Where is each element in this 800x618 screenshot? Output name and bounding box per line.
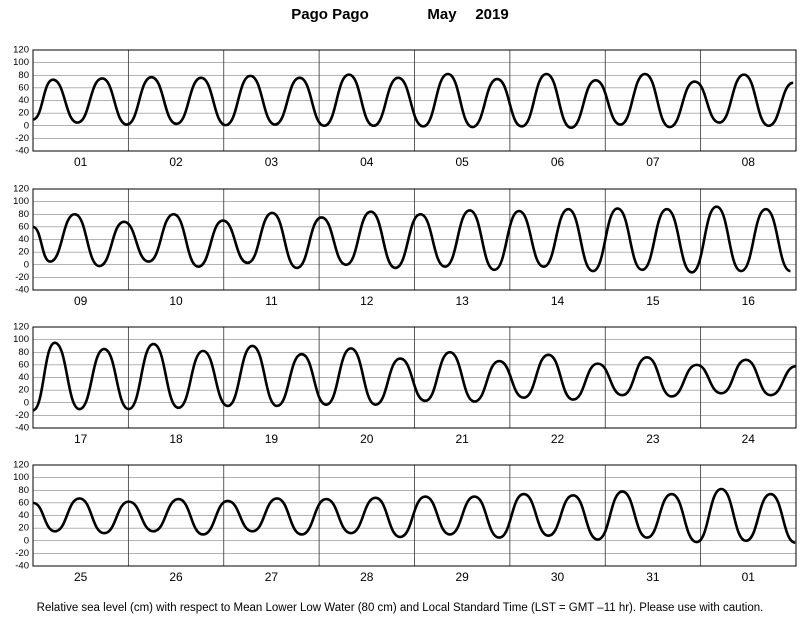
day-label: 27 (265, 570, 279, 584)
y-tick-label: -20 (15, 410, 29, 421)
day-label: 17 (74, 432, 88, 446)
day-label: 23 (646, 432, 660, 446)
day-label: 07 (646, 155, 660, 169)
plot-frame (32, 49, 797, 152)
day-label: 08 (742, 155, 756, 169)
day-label: 14 (551, 294, 565, 308)
station-title: Pago Pago (291, 6, 369, 23)
day-label: 15 (646, 294, 660, 308)
day-label: 25 (74, 570, 88, 584)
day-label: 26 (169, 570, 183, 584)
y-tick-label: 100 (13, 334, 29, 345)
y-tick-label: 80 (18, 70, 29, 81)
y-tick-label: 40 (18, 372, 29, 383)
day-label: 24 (742, 432, 756, 446)
day-label: 09 (74, 294, 88, 308)
y-tick-label: 100 (13, 57, 29, 68)
y-tick-label: 0 (24, 259, 29, 270)
plot-frame (32, 326, 797, 429)
y-tick-label: 0 (24, 535, 29, 546)
y-tick-label: -20 (15, 272, 29, 283)
y-tick-label: -40 (15, 285, 29, 296)
y-tick-label: 120 (13, 322, 29, 333)
day-label: 16 (742, 294, 756, 308)
day-label: 20 (360, 432, 374, 446)
y-tick-label: 120 (13, 460, 29, 471)
day-label: 11 (265, 294, 278, 308)
tide-curve (32, 341, 797, 412)
day-label: 19 (265, 432, 279, 446)
day-label: 10 (169, 294, 183, 308)
day-label: 06 (551, 155, 565, 169)
y-tick-label: 20 (18, 108, 29, 119)
y-tick-label: 100 (13, 472, 29, 483)
day-label: 30 (551, 570, 565, 584)
footer-note: Relative sea level (cm) with respect to … (37, 602, 764, 614)
y-tick-label: 40 (18, 95, 29, 106)
tide-curve (32, 205, 792, 274)
y-tick-label: 20 (18, 247, 29, 258)
day-label: 21 (456, 432, 470, 446)
tide-curve (32, 487, 796, 544)
day-label: 01 (74, 155, 88, 169)
y-tick-label: 0 (24, 120, 29, 131)
y-tick-label: 120 (13, 184, 29, 195)
y-tick-label: 60 (18, 82, 29, 93)
y-tick-label: 80 (18, 485, 29, 496)
y-tick-label: -40 (15, 146, 29, 157)
day-label: 31 (646, 570, 660, 584)
day-label: 12 (360, 294, 374, 308)
y-tick-label: 60 (18, 497, 29, 508)
day-label: 29 (456, 570, 470, 584)
y-tick-label: 80 (18, 209, 29, 220)
y-tick-label: 120 (13, 45, 29, 56)
year-title: 2019 (475, 6, 508, 23)
y-tick-label: 60 (18, 359, 29, 370)
y-tick-label: 40 (18, 234, 29, 245)
day-label: 05 (456, 155, 470, 169)
y-tick-label: -40 (15, 561, 29, 572)
day-label: 18 (169, 432, 183, 446)
y-tick-label: 40 (18, 510, 29, 521)
y-tick-label: 80 (18, 347, 29, 358)
month-title: May (427, 6, 457, 23)
day-label: 04 (360, 155, 374, 169)
plot-frame (32, 188, 797, 291)
day-label: 22 (551, 432, 565, 446)
y-tick-label: 0 (24, 397, 29, 408)
y-tick-label: -20 (15, 133, 29, 144)
day-label: 03 (265, 155, 279, 169)
y-tick-label: 100 (13, 196, 29, 207)
tide-curve (32, 72, 794, 129)
y-tick-label: -20 (15, 548, 29, 559)
day-label: 02 (169, 155, 183, 169)
day-label: 28 (360, 570, 374, 584)
day-label: 13 (456, 294, 470, 308)
y-tick-label: 20 (18, 385, 29, 396)
y-tick-label: 20 (18, 523, 29, 534)
day-label: 01 (742, 570, 756, 584)
y-tick-label: -40 (15, 423, 29, 434)
plot-frame (32, 464, 797, 567)
y-tick-label: 60 (18, 221, 29, 232)
